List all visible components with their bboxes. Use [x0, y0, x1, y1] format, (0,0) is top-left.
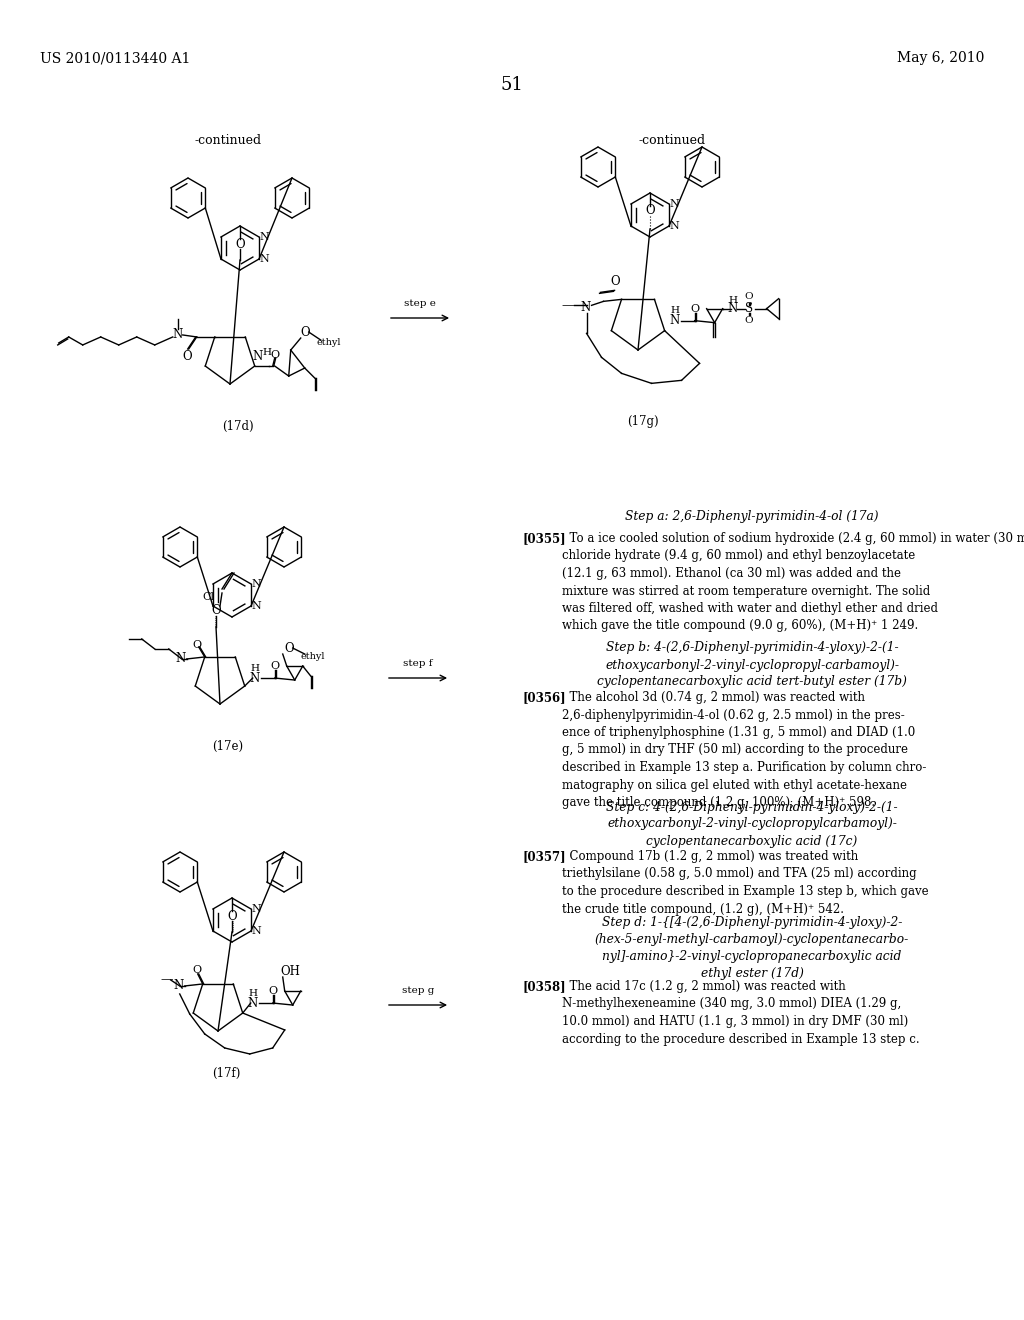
Text: O: O: [744, 292, 753, 301]
Text: N: N: [248, 997, 258, 1010]
Text: O: O: [211, 605, 221, 618]
Text: O: O: [270, 661, 280, 671]
Text: H: H: [262, 347, 271, 356]
Text: N: N: [173, 329, 183, 342]
Text: O: O: [270, 350, 280, 360]
Text: Cl: Cl: [202, 591, 214, 602]
Text: O: O: [236, 238, 245, 251]
Text: H: H: [670, 306, 679, 315]
Text: Step a: 2,6-Diphenyl-pyrimidin-4-ol (17a): Step a: 2,6-Diphenyl-pyrimidin-4-ol (17a…: [626, 510, 879, 523]
Text: To a ice cooled solution of sodium hydroxide (2.4 g, 60 mmol) in water (30 ml) w: To a ice cooled solution of sodium hydro…: [562, 532, 1024, 632]
Text: -continued: -continued: [195, 133, 261, 147]
Text: May 6, 2010: May 6, 2010: [897, 51, 984, 65]
Text: O: O: [744, 317, 753, 325]
Text: O: O: [227, 909, 237, 923]
Text: ethyl: ethyl: [316, 338, 341, 347]
Text: [0355]: [0355]: [522, 532, 565, 545]
Text: O: O: [300, 326, 309, 338]
Text: OH: OH: [281, 965, 301, 978]
Text: O: O: [284, 642, 294, 655]
Text: step e: step e: [404, 300, 436, 308]
Text: 51: 51: [501, 77, 523, 94]
Text: N: N: [669, 199, 679, 209]
Text: N: N: [251, 904, 261, 913]
Text: N: N: [174, 979, 184, 993]
Text: (17f): (17f): [212, 1067, 241, 1080]
Text: O: O: [645, 205, 654, 218]
Text: US 2010/0113440 A1: US 2010/0113440 A1: [40, 51, 190, 65]
Text: N: N: [727, 302, 737, 315]
Text: step g: step g: [401, 986, 434, 995]
Text: O: O: [268, 986, 278, 997]
Text: N: N: [670, 314, 680, 327]
Text: step f: step f: [403, 659, 433, 668]
Text: N: N: [250, 672, 260, 685]
Text: Compound 17b (1.2 g, 2 mmol) was treated with
triethylsilane (0.58 g, 5.0 mmol) : Compound 17b (1.2 g, 2 mmol) was treated…: [562, 850, 929, 916]
Text: Step d: 1-{[4-(2,6-Diphenyl-pyrimidin-4-yloxy)-2-
(hex-5-enyl-methyl-carbamoyl)-: Step d: 1-{[4-(2,6-Diphenyl-pyrimidin-4-…: [595, 916, 909, 979]
Text: N: N: [581, 301, 591, 314]
Text: N: N: [175, 652, 185, 665]
Text: H: H: [728, 296, 737, 305]
Text: The acid 17c (1.2 g, 2 mmol) was reacted with
N-methylhexeneamine (340 mg, 3.0 m: The acid 17c (1.2 g, 2 mmol) was reacted…: [562, 979, 920, 1045]
Text: (17e): (17e): [212, 739, 244, 752]
Text: —: —: [561, 298, 573, 312]
Text: N: N: [669, 220, 679, 231]
Text: [0356]: [0356]: [522, 690, 565, 704]
Text: N: N: [251, 601, 261, 611]
Text: O: O: [193, 965, 202, 975]
Text: S: S: [744, 302, 753, 315]
Text: Step b: 4-(2,6-Diphenyl-pyrimidin-4-yloxy)-2-(1-
ethoxycarbonyl-2-vinyl-cyclopro: Step b: 4-(2,6-Diphenyl-pyrimidin-4-ylox…: [597, 642, 907, 689]
Text: N: N: [259, 232, 269, 242]
Text: O: O: [182, 351, 191, 363]
Text: The alcohol 3d (0.74 g, 2 mmol) was reacted with
2,6-diphenylpyrimidin-4-ol (0.6: The alcohol 3d (0.74 g, 2 mmol) was reac…: [562, 690, 927, 809]
Text: O: O: [690, 304, 699, 314]
Text: H: H: [248, 989, 257, 998]
Text: (17g): (17g): [627, 416, 658, 429]
Text: -continued: -continued: [638, 133, 706, 147]
Text: N: N: [253, 350, 263, 363]
Text: N: N: [251, 927, 261, 936]
Text: N: N: [251, 579, 261, 589]
Text: [0357]: [0357]: [522, 850, 565, 863]
Text: —: —: [161, 973, 173, 986]
Text: N: N: [259, 253, 269, 264]
Text: ethyl: ethyl: [300, 652, 325, 660]
Text: H: H: [250, 664, 259, 672]
Text: O: O: [610, 275, 621, 288]
Text: (17d): (17d): [222, 420, 254, 433]
Text: Step c: 4-(2,6-Diphenyl-pyrimidin-4-yloxy)-2-(1-
ethoxycarbonyl-2-vinyl-cyclopro: Step c: 4-(2,6-Diphenyl-pyrimidin-4-ylox…: [606, 800, 898, 847]
Text: O: O: [193, 640, 202, 649]
Text: [0358]: [0358]: [522, 979, 565, 993]
